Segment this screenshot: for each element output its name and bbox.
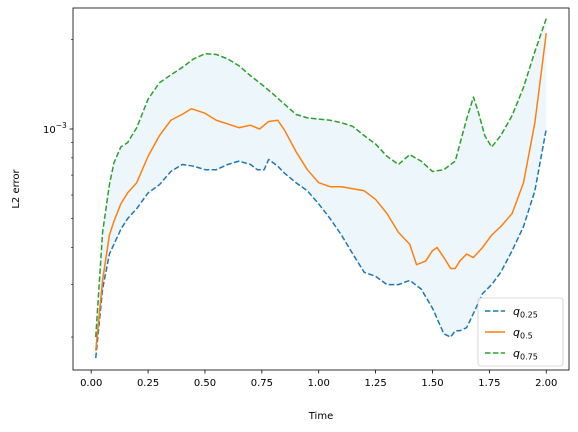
x-tick-label: 0.50: [194, 378, 216, 389]
plot-frame: [72, 7, 570, 371]
x-tick-label: 0.25: [137, 378, 159, 389]
series-line-q0-75: [95, 18, 547, 338]
legend-label-q0-75: q0.75: [513, 347, 538, 362]
x-tick-label: 1.25: [364, 378, 386, 389]
legend-label-q0-5: q0.5: [513, 326, 533, 341]
plot-area: [72, 7, 570, 371]
x-tick-label: 0.00: [80, 378, 102, 389]
y-axis-title: L2 error: [11, 168, 22, 208]
x-tick-label: 1.00: [308, 378, 330, 389]
y-axis: 10−3: [43, 39, 73, 338]
quantile-band: [95, 18, 547, 359]
y-tick-label: 10−3: [43, 121, 67, 136]
series-line-q0-5: [95, 33, 547, 351]
legend-label-q0-25: q0.25: [513, 305, 538, 320]
x-axis-title: Time: [308, 411, 333, 422]
quantile-band-layer: [95, 18, 547, 359]
x-tick-label: 1.50: [421, 378, 443, 389]
legend-frame: [477, 297, 564, 367]
legend: q0.25 q0.5 q0.75: [477, 297, 564, 367]
x-tick-label: 2.00: [535, 378, 557, 389]
x-tick-label: 1.75: [478, 378, 500, 389]
x-tick-label: 0.75: [251, 378, 273, 389]
x-axis: 0.00 0.25 0.50 0.75 1.00 1.25 1.50 1.75 2.00: [80, 370, 557, 389]
series-layer: [95, 18, 547, 359]
